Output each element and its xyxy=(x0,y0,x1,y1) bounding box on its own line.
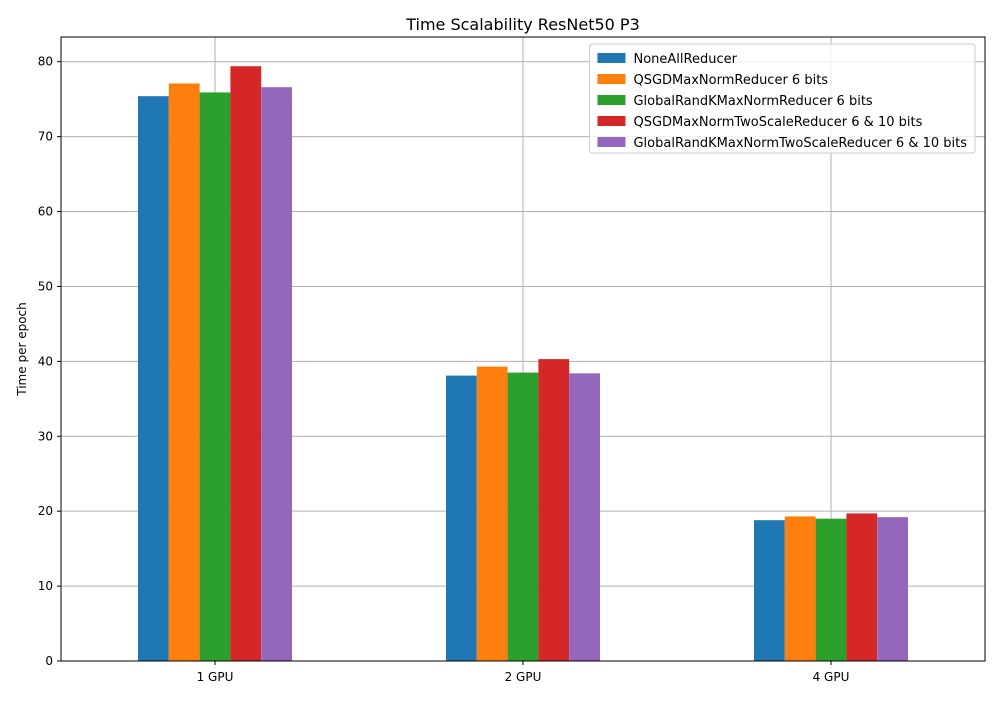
y-tick-label: 0 xyxy=(45,654,53,668)
y-tick-label: 40 xyxy=(38,354,53,368)
bar xyxy=(199,92,231,662)
legend-label: QSGDMaxNormReducer 6 bits xyxy=(633,73,828,88)
y-axis-label: Time per epoch xyxy=(15,302,29,396)
bar xyxy=(784,516,816,661)
legend-swatch xyxy=(597,74,626,84)
x-tick-label: 4 GPU xyxy=(813,670,850,684)
bar xyxy=(261,87,292,661)
bar xyxy=(476,366,508,661)
x-tick-label: 2 GPU xyxy=(505,670,542,684)
bar xyxy=(446,375,477,661)
y-tick-label: 30 xyxy=(38,429,53,443)
y-tick-label: 50 xyxy=(38,279,53,293)
y-tick-label: 80 xyxy=(38,55,53,69)
y-axis-ticks: 0 10 20 30 40 50 60 70 80 xyxy=(38,55,61,668)
legend-swatch xyxy=(597,116,626,126)
bar xyxy=(168,83,200,662)
legend: NoneAllReducer QSGDMaxNormReducer 6 bits G… xyxy=(588,43,976,154)
legend-label: GlobalRandKMaxNormReducer 6 bits xyxy=(633,94,872,109)
chart-title: Time Scalability ResNet50 P3 xyxy=(405,15,640,34)
legend-swatch xyxy=(597,53,626,63)
bar xyxy=(846,513,878,661)
y-tick-label: 20 xyxy=(38,504,53,518)
legend-box xyxy=(588,43,976,154)
bar xyxy=(754,520,785,661)
bar xyxy=(538,359,570,661)
legend-label: QSGDMaxNormTwoScaleReducer 6 & 10 bits xyxy=(633,115,922,130)
y-tick-label: 10 xyxy=(38,579,53,593)
bar xyxy=(507,372,539,661)
y-tick-label: 70 xyxy=(38,130,53,144)
y-tick-label: 60 xyxy=(38,205,53,219)
legend-swatch xyxy=(597,137,626,147)
x-axis-ticks: 1 GPU 2 GPU 4 GPU xyxy=(197,661,850,684)
bar xyxy=(877,517,908,661)
legend-label: NoneAllReducer xyxy=(633,52,737,67)
legend-swatch xyxy=(597,95,626,105)
bar xyxy=(138,96,169,661)
bar xyxy=(230,66,262,661)
bar xyxy=(569,373,600,661)
bars xyxy=(138,66,908,662)
x-tick-label: 1 GPU xyxy=(197,670,234,684)
bar xyxy=(815,518,847,661)
legend-label: GlobalRandKMaxNormTwoScaleReducer 6 & 10… xyxy=(633,136,967,151)
